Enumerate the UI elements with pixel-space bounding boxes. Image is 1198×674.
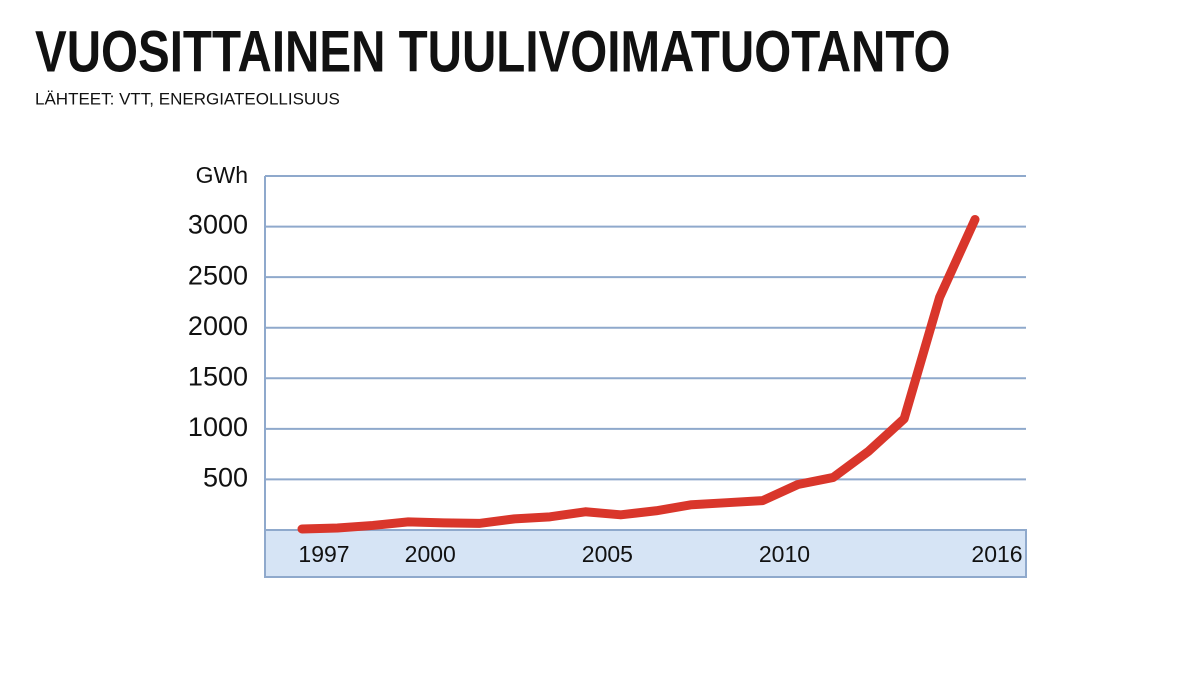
data-line (297, 214, 980, 534)
x-axis-band (264, 529, 1027, 578)
x-tick-label: 2010 (759, 541, 810, 567)
chart-subtitle: LÄHTEET: VTT, ENERGIATEOLLISUUS (35, 89, 340, 108)
y-tick-label: 1000 (188, 412, 248, 442)
y-axis-label: GWh (196, 162, 248, 188)
x-tick-label: 2000 (405, 541, 456, 567)
y-tick-label: 1500 (188, 361, 248, 391)
x-tick-label: 2005 (582, 541, 633, 567)
y-tick-label: 2000 (188, 311, 248, 341)
x-tick-label: 2016 (971, 541, 1022, 567)
chart-title: VUOSITTAINEN TUULIVOIMATUOTANTO (35, 20, 951, 85)
y-tick-label: 3000 (188, 210, 248, 240)
x-tick-label: 1997 (298, 541, 349, 567)
y-tick-label: 500 (203, 463, 248, 493)
y-tick-label: 2500 (188, 260, 248, 290)
